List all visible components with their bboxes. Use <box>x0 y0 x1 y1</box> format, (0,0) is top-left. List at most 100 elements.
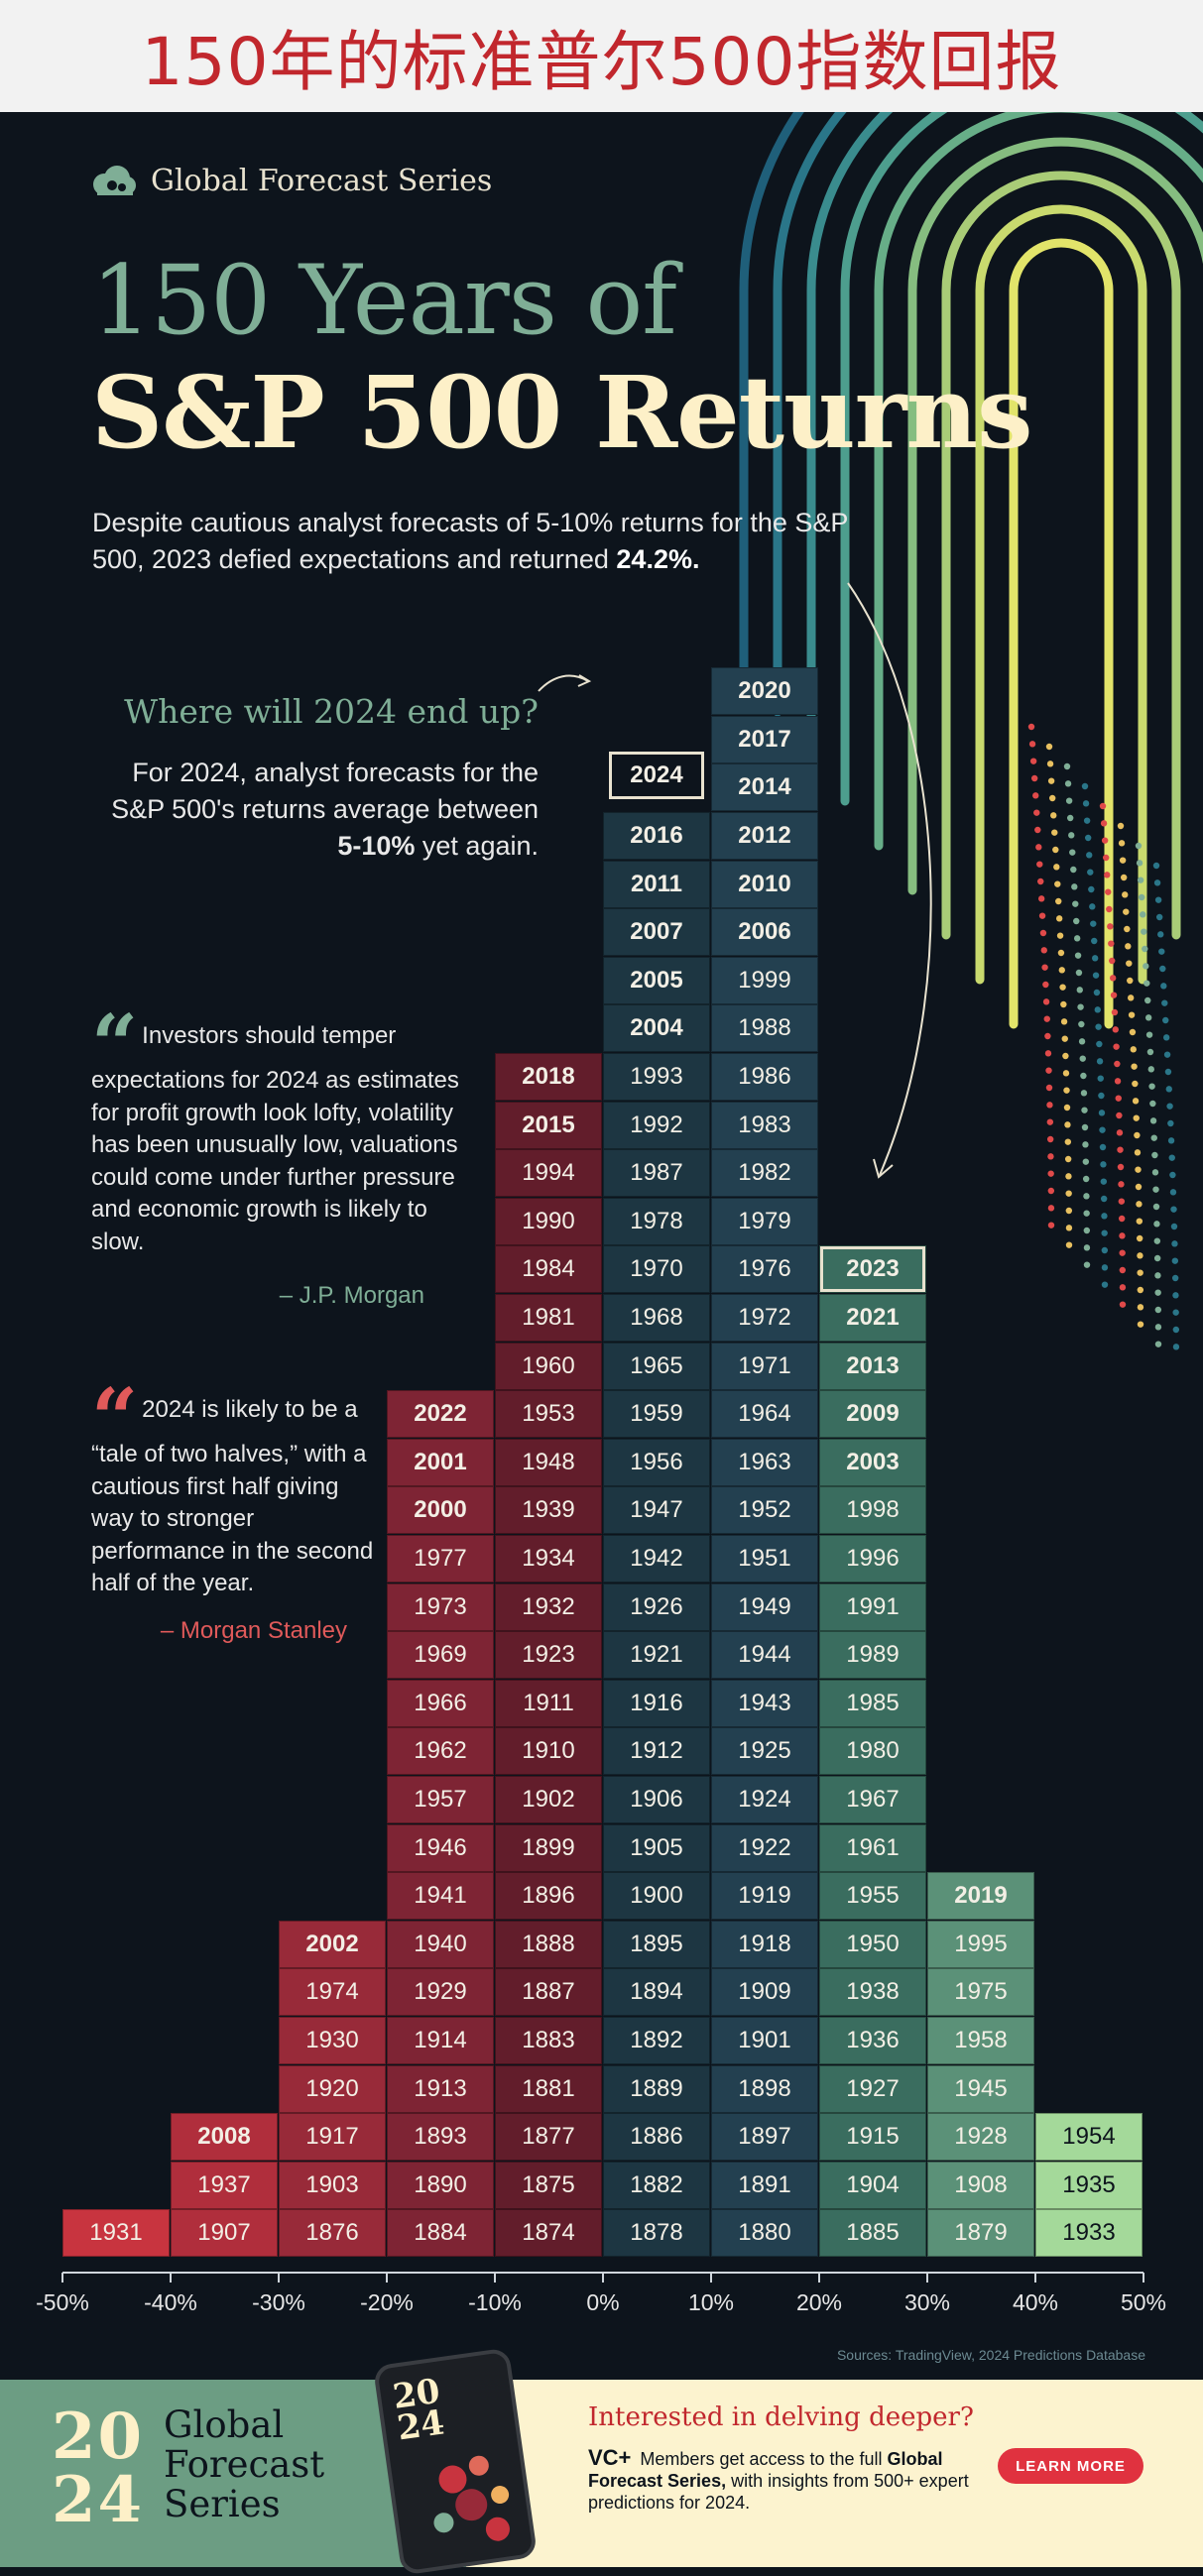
decor-dot <box>1154 1272 1161 1279</box>
decor-dot <box>1160 983 1167 990</box>
year-cell-1874: 1874 <box>495 2209 602 2258</box>
x-tick <box>926 2273 928 2283</box>
decor-dot <box>1119 1266 1127 1274</box>
decor-dot <box>1166 1103 1173 1110</box>
decor-dot <box>1039 929 1047 937</box>
decor-dot <box>1113 1043 1120 1050</box>
intro-highlight: 24.2%. <box>616 544 700 574</box>
footer: 20 24 Global Forecast Series 20 24 Interes… <box>0 2347 1203 2576</box>
decor-dot <box>1137 1269 1143 1276</box>
decor-dot <box>1036 861 1043 868</box>
decor-dot <box>1118 1181 1125 1188</box>
decor-dot <box>1095 1023 1102 1030</box>
decor-dot <box>1082 1158 1090 1165</box>
year-cell-1895: 1895 <box>603 1920 710 1968</box>
decor-dot <box>1101 1229 1108 1236</box>
year-cell-1998: 1998 <box>819 1486 926 1535</box>
decor-dot <box>1116 1129 1124 1136</box>
year-cell-2011: 2011 <box>603 860 710 908</box>
decor-dot <box>1170 1223 1178 1230</box>
decor-dot <box>1101 837 1109 844</box>
decor-dot <box>1153 1237 1161 1244</box>
x-tick <box>386 2273 388 2283</box>
decor-dot <box>1064 1138 1072 1145</box>
year-cell-1906: 1906 <box>603 1776 710 1824</box>
learn-more-button[interactable]: LEARN MORE <box>998 2448 1143 2484</box>
x-tick <box>602 2273 604 2283</box>
decor-dot <box>1083 817 1091 824</box>
phone-year-bottom: 24 <box>395 2402 447 2449</box>
decor-dot <box>1114 1060 1121 1068</box>
year-cell-1881: 1881 <box>495 2064 602 2113</box>
year-cell-1965: 1965 <box>603 1342 710 1390</box>
decor-dot <box>1060 1018 1068 1025</box>
year-cell-1983: 1983 <box>711 1101 818 1149</box>
year-cell-1947: 1947 <box>603 1486 710 1535</box>
decor-dot <box>1050 812 1057 819</box>
decor-dot <box>1167 1119 1174 1127</box>
decor-dot <box>1159 965 1166 973</box>
year-cell-1887: 1887 <box>495 1968 602 2017</box>
year-cell-1925: 1925 <box>711 1727 818 1776</box>
decor-dot <box>1142 945 1148 953</box>
decor-dot <box>1044 1032 1051 1040</box>
decor-dot <box>1100 1161 1107 1168</box>
year-cell-2009: 2009 <box>819 1390 926 1439</box>
decor-dot <box>1064 1121 1071 1128</box>
decor-dot <box>1065 1207 1073 1215</box>
decor-dot <box>1117 822 1125 830</box>
decor-dot <box>1044 1050 1052 1057</box>
decor-dot <box>1045 1084 1053 1092</box>
decor-dot <box>1064 780 1072 787</box>
year-cell-1916: 1916 <box>603 1679 710 1727</box>
arch-line <box>840 112 1203 806</box>
decor-dot <box>1063 1087 1070 1094</box>
decor-dot <box>1129 1028 1137 1036</box>
year-cell-1941: 1941 <box>387 1872 494 1921</box>
decor-dot <box>1127 977 1134 985</box>
decor-dot <box>1127 995 1135 1001</box>
decor-dot <box>1154 1289 1161 1296</box>
year-cell-1975: 1975 <box>927 1968 1034 2017</box>
decor-dot <box>1091 955 1099 962</box>
decor-dot <box>1119 857 1127 864</box>
year-cell-2004: 2004 <box>603 1004 710 1053</box>
year-cell-1876: 1876 <box>279 2209 386 2258</box>
decor-dot <box>1079 1055 1086 1062</box>
decor-dot <box>1072 900 1079 907</box>
decor-dot <box>1070 866 1077 874</box>
arch-line <box>907 137 1203 895</box>
decor-dot <box>1111 1008 1119 1016</box>
year-cell-1991: 1991 <box>819 1582 926 1631</box>
x-tick <box>494 2273 496 2283</box>
decor-dot <box>1172 1344 1180 1350</box>
decor-dot <box>1143 963 1149 970</box>
year-cell-2022: 2022 <box>387 1390 494 1439</box>
decor-dot <box>1091 937 1098 945</box>
decor-dot <box>1128 1011 1136 1018</box>
decor-dot <box>1094 1006 1101 1013</box>
year-cell-2015: 2015 <box>495 1101 602 1149</box>
decor-dot <box>1149 1117 1157 1124</box>
decor-dot <box>1114 1078 1122 1085</box>
phone-decoration-icon <box>433 2455 510 2541</box>
year-cell-2016: 2016 <box>603 812 710 861</box>
year-cell-2008: 2008 <box>171 2113 278 2162</box>
decor-dot <box>1116 1112 1123 1119</box>
decor-dot <box>1143 980 1150 987</box>
year-cell-1884: 1884 <box>387 2209 494 2258</box>
headline-line-1: 150 Years of <box>91 245 677 356</box>
decor-dot <box>1118 1198 1126 1205</box>
quote-author-jp-morgan: – J.P. Morgan <box>279 1282 424 1309</box>
returns-histogram: 1931 1907 1937 2008 1876 1903 1917 1920 1930 1974… <box>0 112 1203 2380</box>
decor-dot <box>1068 832 1075 839</box>
decor-dot <box>1107 923 1114 930</box>
decor-dot <box>1083 1193 1090 1200</box>
decor-dot <box>1112 1026 1119 1033</box>
year-cell-1891: 1891 <box>711 2161 818 2209</box>
decor-dot <box>1144 996 1151 1004</box>
year-cell-2013: 2013 <box>819 1342 926 1390</box>
year-cell-1894: 1894 <box>603 1968 710 2017</box>
decor-dot <box>1170 1206 1177 1213</box>
top-banner: 150年的标准普尔500指数回报 <box>0 0 1203 112</box>
